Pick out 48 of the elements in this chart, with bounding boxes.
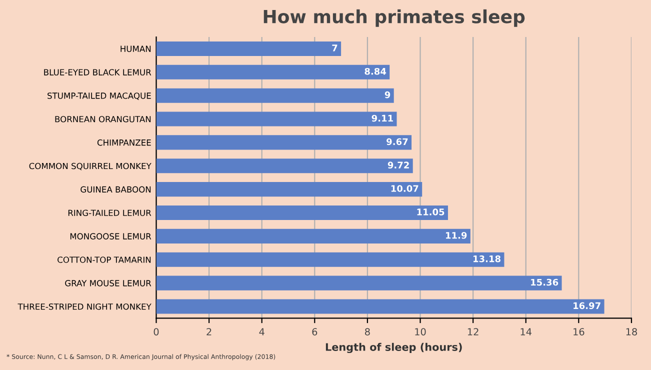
data-label: 11.9 xyxy=(446,232,467,239)
chart-title: How much primates sleep xyxy=(264,9,525,27)
y-tick-label: COMMON SQUIRREL MONKEY xyxy=(29,162,152,170)
y-tick-label: BORNEAN ORANGUTAN xyxy=(55,116,151,122)
y-tick-label: THREE-STRIPED NIGHT MONKEY xyxy=(18,303,152,310)
x-tick-label: 14 xyxy=(520,328,532,336)
bar xyxy=(156,41,342,56)
bar xyxy=(156,158,413,174)
bar xyxy=(156,299,604,314)
y-tick-label: BLUE-EYED BLACK LEMUR xyxy=(44,69,152,76)
data-label: 8.84 xyxy=(364,68,386,75)
x-tick-label: 8 xyxy=(365,328,370,336)
x-tick-label: 0 xyxy=(154,328,159,336)
data-label: 9 xyxy=(384,91,390,98)
x-tick-label: 10 xyxy=(415,328,426,336)
data-label: 10.07 xyxy=(391,185,418,192)
data-label: 9.11 xyxy=(372,114,393,122)
x-tick-label: 16 xyxy=(574,328,584,336)
data-label: 16.97 xyxy=(574,302,600,310)
bar xyxy=(156,88,394,103)
data-label: 11.05 xyxy=(417,208,444,216)
data-label: 9.72 xyxy=(388,162,409,169)
x-tick-label: 18 xyxy=(626,328,637,336)
bar xyxy=(156,182,422,197)
x-tick-label: 6 xyxy=(312,328,318,336)
bar xyxy=(156,64,390,80)
data-label: 13.18 xyxy=(474,255,500,262)
bar xyxy=(156,112,397,126)
x-tick-label: 2 xyxy=(206,328,212,336)
bar xyxy=(156,205,448,220)
data-label: 7 xyxy=(332,44,338,52)
bar xyxy=(156,135,412,150)
y-tick-label: STUMP-TAILED MACAQUE xyxy=(48,92,151,100)
data-label: 9.67 xyxy=(386,138,408,146)
data-label: 15.36 xyxy=(531,278,558,286)
x-tick-label: 4 xyxy=(259,328,264,336)
y-tick-label: RING-TAILED LEMUR xyxy=(68,210,152,216)
y-tick-label: GRAY MOUSE LEMUR xyxy=(65,280,152,286)
y-tick-label: GUINEA BABOON xyxy=(80,186,151,193)
y-tick-label: MONGOOSE LEMUR xyxy=(70,233,152,240)
y-tick-label: COTTON-TOP TAMARIN xyxy=(58,256,151,263)
x-axis-title: Length of sleep (hours) xyxy=(326,342,462,354)
bar xyxy=(156,252,504,267)
bar xyxy=(156,276,562,290)
y-tick-label: HUMAN xyxy=(120,46,151,52)
x-tick-label: 12 xyxy=(468,328,478,336)
bar xyxy=(156,228,470,244)
y-tick-label: CHIMPANZEE xyxy=(97,139,151,146)
